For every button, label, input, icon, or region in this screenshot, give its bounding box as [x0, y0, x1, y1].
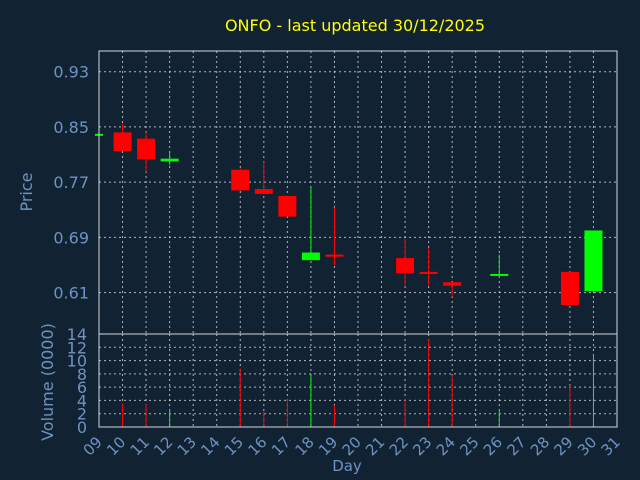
- x-tick-label: 23: [409, 433, 435, 459]
- x-tick-label: 11: [127, 433, 153, 459]
- price-candles: [95, 123, 603, 306]
- x-tick-labels: 0910111213141516171819202122232425262728…: [80, 433, 624, 459]
- volume-tick-label: 6: [77, 378, 87, 397]
- candle-body: [137, 138, 156, 160]
- x-tick-label: 09: [80, 433, 106, 459]
- price-axis-title: Price: [17, 172, 36, 211]
- x-tick-label: 30: [574, 433, 600, 459]
- candle-body: [584, 230, 603, 292]
- x-tick-label: 13: [174, 433, 200, 459]
- x-axis-title: Day: [332, 457, 362, 475]
- candle-body: [160, 158, 179, 162]
- price-grid: [98, 51, 618, 334]
- candle-body: [254, 189, 273, 194]
- x-tick-label: 24: [433, 433, 459, 459]
- x-tick-label: 15: [221, 433, 247, 459]
- volume-tick-label: 2: [77, 405, 87, 424]
- x-tick-label: 19: [315, 433, 341, 459]
- price-tick-labels: 0.93 0.85 0.77 0.69 0.61: [53, 63, 89, 303]
- volume-tick-label: 8: [77, 365, 87, 384]
- volume-tick-label: 4: [77, 391, 87, 410]
- candle-body: [301, 252, 320, 261]
- x-tick-label: 10: [103, 433, 129, 459]
- x-tick-label: 21: [362, 433, 388, 459]
- x-tick-label: 29: [551, 433, 577, 459]
- x-tick-label: 18: [292, 433, 318, 459]
- volume-tick-label: 12: [67, 338, 87, 357]
- x-tick-label: 31: [598, 433, 624, 459]
- x-tick-label: 14: [197, 433, 223, 459]
- volume-axis-title: Volume (0000): [38, 323, 57, 441]
- candle-body: [490, 273, 509, 276]
- candle-body: [278, 195, 297, 217]
- volume-frame: [98, 333, 618, 428]
- price-tick-label: 0.93: [53, 63, 89, 82]
- candle-body: [419, 271, 438, 274]
- price-tick-label: 0.77: [53, 173, 89, 192]
- x-tick-label: 27: [503, 433, 529, 459]
- candle-body: [113, 132, 132, 152]
- x-tick-label: 25: [456, 433, 482, 459]
- chart-title: ONFO - last updated 30/12/2025: [225, 16, 485, 35]
- x-tick-label: 12: [150, 433, 176, 459]
- x-tick-label: 28: [527, 433, 553, 459]
- candle-body: [443, 282, 462, 286]
- x-tick-label: 16: [244, 433, 270, 459]
- plot-frames: [98, 50, 618, 428]
- candle-body: [325, 254, 344, 257]
- candle-body: [231, 169, 250, 191]
- volume-grid: [98, 333, 618, 428]
- price-tick-label: 0.85: [53, 118, 89, 137]
- candle-body: [396, 258, 415, 274]
- volume-tick-label: 10: [67, 352, 87, 371]
- x-tick-label: 22: [386, 433, 412, 459]
- candle-body: [560, 271, 579, 306]
- volume-tick-label: 14: [67, 325, 87, 344]
- x-tick-label: 26: [480, 433, 506, 459]
- volume-tick-label: 0: [77, 418, 87, 437]
- price-tick-label: 0.61: [53, 284, 89, 303]
- volume-bars: [122, 339, 594, 427]
- price-tick-label: 0.69: [53, 228, 89, 247]
- x-tick-label: 20: [339, 433, 365, 459]
- x-tick-label: 17: [268, 433, 294, 459]
